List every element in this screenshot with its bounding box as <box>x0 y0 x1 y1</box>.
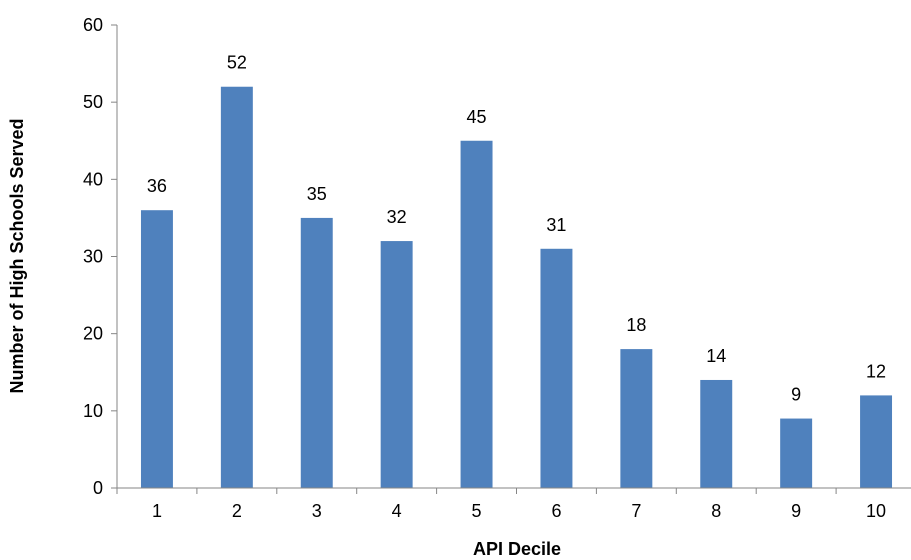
data-label-10: 12 <box>866 361 886 381</box>
bar-8 <box>700 379 733 488</box>
x-tick-label-9: 9 <box>791 501 801 521</box>
bar-10 <box>860 395 893 488</box>
data-label-2: 52 <box>227 53 247 73</box>
data-label-4: 32 <box>387 207 407 227</box>
x-tick-label-3: 3 <box>312 501 322 521</box>
data-label-8: 14 <box>706 346 726 366</box>
bar-9 <box>780 418 813 488</box>
y-tick-label: 30 <box>83 247 103 267</box>
y-axis-ticks <box>111 24 117 489</box>
x-axis-title: API Decile <box>473 539 561 559</box>
x-tick-label-4: 4 <box>392 501 402 521</box>
y-tick-label: 10 <box>83 401 103 421</box>
data-label-9: 9 <box>791 385 801 405</box>
y-tick-label: 0 <box>93 478 103 498</box>
x-tick-label-10: 10 <box>866 501 886 521</box>
data-label-5: 45 <box>467 107 487 127</box>
bar-6 <box>540 248 573 488</box>
bar-4 <box>380 241 413 488</box>
x-tick-label-8: 8 <box>711 501 721 521</box>
x-axis-ticks <box>116 488 837 494</box>
data-label-3: 35 <box>307 184 327 204</box>
x-tick-label-6: 6 <box>551 501 561 521</box>
data-labels: 36 52 35 32 45 31 18 14 9 12 <box>147 53 886 405</box>
bar-1 <box>140 210 173 488</box>
x-tick-label-1: 1 <box>152 501 162 521</box>
bar-5 <box>460 140 493 488</box>
data-label-6: 31 <box>546 215 566 235</box>
y-axis-title: Number of High Schools Served <box>7 118 27 393</box>
bars <box>140 86 893 488</box>
bar-3 <box>300 217 333 488</box>
x-tick-label-5: 5 <box>472 501 482 521</box>
x-tick-label-2: 2 <box>232 501 242 521</box>
y-axis-tick-labels: 0 10 20 30 40 50 60 <box>83 15 103 498</box>
data-label-7: 18 <box>626 315 646 335</box>
y-tick-label: 40 <box>83 169 103 189</box>
bar-7 <box>620 349 653 488</box>
y-tick-label: 20 <box>83 324 103 344</box>
bar-2 <box>220 86 253 488</box>
data-label-1: 36 <box>147 176 167 196</box>
y-tick-label: 50 <box>83 92 103 112</box>
x-axis-tick-labels: 1 2 3 4 5 6 7 8 9 10 <box>152 501 886 521</box>
x-tick-label-7: 7 <box>631 501 641 521</box>
y-tick-label: 60 <box>83 15 103 35</box>
